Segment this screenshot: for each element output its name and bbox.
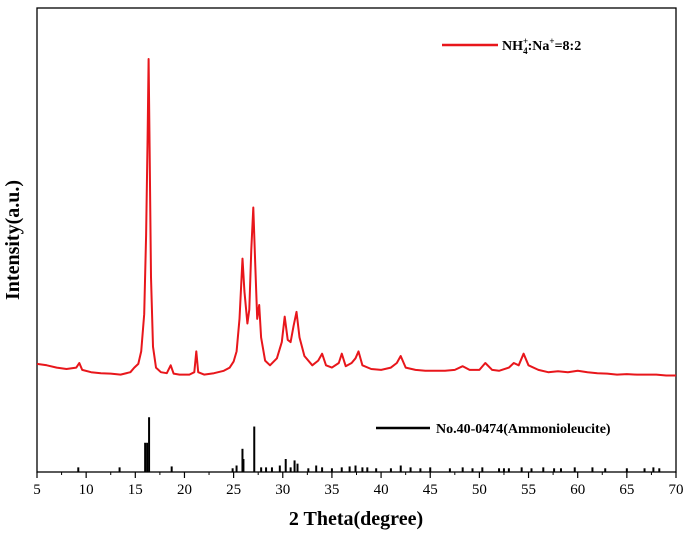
red-xrd-pattern-line xyxy=(36,58,676,377)
series-reference-sticks xyxy=(77,417,661,472)
legend-series-1: NH+ 4:Na+=8:2 xyxy=(442,36,581,56)
x-tick-label: 10 xyxy=(79,482,94,498)
plot-frame xyxy=(36,7,677,473)
x-axis-title: 2 Theta(degree) xyxy=(289,508,423,530)
y-axis-title: Intensity(a.u.) xyxy=(2,180,24,300)
x-tick-label: 55 xyxy=(521,482,536,498)
x-tick-label: 35 xyxy=(324,482,339,498)
x-axis-ticks xyxy=(36,472,677,478)
legend-label-series-2: No.40-0474(Ammonioleucite) xyxy=(436,422,611,437)
x-tick-label: 45 xyxy=(423,482,438,498)
x-tick-label: 25 xyxy=(226,482,241,498)
x-tick-label: 50 xyxy=(472,482,487,498)
x-tick-label: 40 xyxy=(374,482,389,498)
x-tick-label: 30 xyxy=(275,482,290,498)
x-tick-label: 60 xyxy=(570,482,585,498)
x-tick-label: 15 xyxy=(128,482,143,498)
x-tick-label: 20 xyxy=(177,482,192,498)
legend-series-2: No.40-0474(Ammonioleucite) xyxy=(376,422,611,437)
x-tick-label: 70 xyxy=(669,482,684,498)
legend-label-series-1: NH+ 4:Na+=8:2 xyxy=(502,36,581,56)
x-tick-label: 5 xyxy=(33,482,41,498)
series-nh4-na-line xyxy=(36,58,676,377)
x-axis-tick-labels: 5 10 15 20 25 30 35 40 45 50 55 60 65 70 xyxy=(33,482,683,498)
x-tick-label: 65 xyxy=(619,482,634,498)
